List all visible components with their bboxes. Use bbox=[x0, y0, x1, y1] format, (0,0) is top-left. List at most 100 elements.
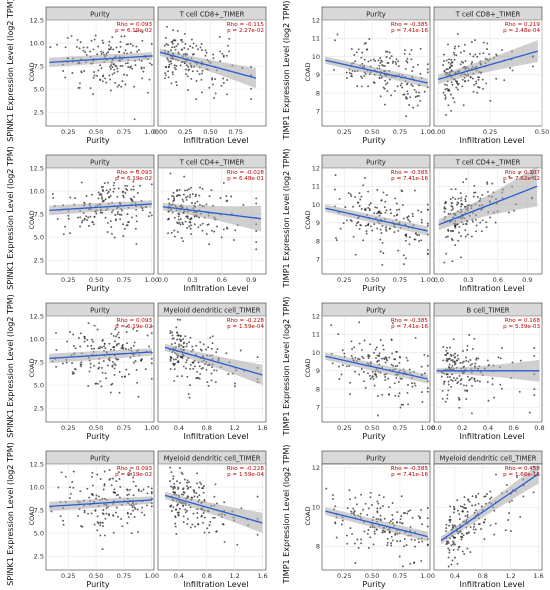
data-point bbox=[382, 348, 385, 351]
data-point bbox=[463, 43, 466, 46]
data-point bbox=[130, 347, 133, 350]
data-point bbox=[171, 331, 174, 334]
data-point bbox=[377, 59, 380, 62]
data-point bbox=[387, 505, 390, 508]
data-point bbox=[478, 380, 481, 383]
data-point bbox=[186, 517, 189, 520]
data-point bbox=[462, 223, 465, 226]
data-point bbox=[205, 233, 208, 236]
x-tick-label: 0.2 bbox=[457, 424, 467, 432]
data-point bbox=[447, 89, 450, 92]
data-point bbox=[126, 213, 129, 216]
data-point bbox=[394, 197, 397, 200]
data-point bbox=[175, 508, 177, 511]
data-point bbox=[354, 562, 357, 564]
data-point bbox=[132, 327, 135, 330]
data-point bbox=[115, 344, 118, 347]
regression-line bbox=[325, 510, 428, 538]
data-point bbox=[216, 348, 219, 351]
data-point bbox=[491, 377, 494, 380]
data-point bbox=[78, 47, 81, 50]
data-point bbox=[460, 197, 463, 199]
data-point bbox=[373, 384, 376, 387]
data-point bbox=[57, 486, 60, 489]
data-point bbox=[486, 182, 489, 185]
data-point bbox=[222, 77, 225, 80]
data-point bbox=[364, 502, 367, 505]
data-point bbox=[101, 371, 104, 374]
data-point bbox=[469, 378, 472, 381]
data-point bbox=[400, 495, 403, 498]
data-point bbox=[426, 68, 429, 71]
data-point bbox=[255, 241, 258, 243]
data-point bbox=[379, 507, 382, 510]
data-point bbox=[476, 196, 479, 198]
data-point bbox=[109, 47, 112, 50]
data-point bbox=[367, 354, 370, 356]
data-point bbox=[503, 79, 506, 82]
data-point bbox=[414, 336, 417, 339]
data-point bbox=[167, 70, 169, 73]
data-point bbox=[442, 60, 445, 62]
data-point bbox=[466, 389, 469, 392]
data-point bbox=[385, 56, 388, 58]
data-point bbox=[408, 243, 411, 246]
data-point bbox=[486, 48, 489, 50]
data-point bbox=[182, 521, 185, 524]
data-point bbox=[124, 184, 127, 187]
x-tick-label: 0.8 bbox=[202, 424, 212, 432]
data-point bbox=[175, 81, 178, 84]
data-point bbox=[409, 96, 412, 99]
data-point bbox=[459, 505, 462, 508]
data-point bbox=[201, 91, 204, 94]
data-point bbox=[393, 382, 396, 385]
data-point bbox=[106, 364, 109, 367]
data-point bbox=[169, 480, 171, 483]
data-point bbox=[123, 227, 126, 230]
data-point bbox=[460, 235, 463, 238]
data-point bbox=[71, 481, 74, 484]
regression-line bbox=[49, 203, 152, 212]
data-point bbox=[348, 489, 351, 492]
data-point bbox=[202, 343, 205, 346]
data-point bbox=[64, 225, 67, 228]
data-point bbox=[493, 396, 496, 399]
data-point bbox=[516, 476, 518, 479]
data-point bbox=[408, 220, 411, 223]
data-point bbox=[455, 54, 458, 57]
x-tick-label: 0.25 bbox=[61, 424, 75, 432]
data-point bbox=[104, 517, 107, 520]
data-point bbox=[390, 339, 393, 341]
data-point bbox=[385, 226, 387, 229]
data-point bbox=[393, 231, 396, 234]
data-point bbox=[359, 198, 362, 201]
data-point bbox=[89, 215, 92, 218]
data-point bbox=[390, 542, 393, 545]
data-point bbox=[380, 232, 383, 235]
data-point bbox=[210, 229, 213, 232]
data-point bbox=[236, 543, 239, 546]
data-point bbox=[452, 511, 455, 514]
data-point bbox=[172, 488, 175, 490]
data-point bbox=[195, 193, 197, 196]
data-point bbox=[519, 359, 522, 362]
data-point bbox=[361, 51, 364, 54]
data-point bbox=[203, 531, 206, 534]
data-point bbox=[474, 509, 477, 512]
data-point bbox=[199, 372, 202, 375]
data-point bbox=[406, 83, 408, 86]
data-point bbox=[453, 224, 456, 227]
data-point bbox=[391, 518, 394, 521]
data-point bbox=[172, 29, 175, 32]
data-point bbox=[473, 337, 476, 340]
data-point bbox=[147, 91, 150, 94]
data-point bbox=[135, 369, 138, 371]
data-point bbox=[172, 491, 175, 494]
data-point bbox=[341, 364, 344, 367]
data-point bbox=[357, 546, 360, 549]
data-point bbox=[115, 511, 117, 514]
data-point bbox=[182, 365, 185, 368]
x-tick-label: 0.50 bbox=[89, 276, 103, 284]
data-point bbox=[391, 539, 394, 542]
